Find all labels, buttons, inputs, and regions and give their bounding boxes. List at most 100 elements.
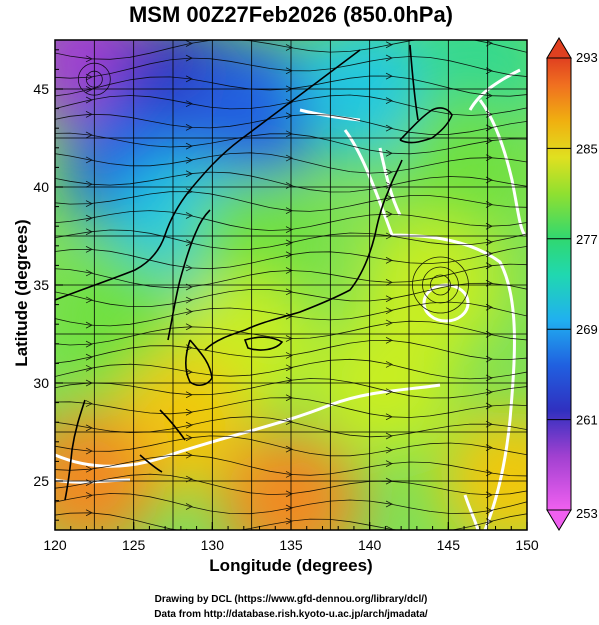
streamline-arrow	[85, 364, 93, 372]
streamline-arrow	[85, 296, 93, 304]
x-tick-label: 150	[515, 537, 539, 553]
streamline	[55, 512, 527, 530]
colorbar-tick-label: 253	[576, 506, 598, 521]
streamline-arrow	[285, 394, 293, 402]
streamline-arrow	[285, 207, 293, 215]
contour-line	[463, 494, 480, 530]
streamline-arrow	[285, 335, 293, 342]
streamline-arrow	[185, 40, 193, 47]
footer-credit: Drawing by DCL (https://www.gfd-dennou.o…	[154, 594, 428, 605]
streamline-arrow	[85, 400, 93, 407]
streamline-arrow	[85, 55, 93, 63]
colorbar-tick-label: 261	[576, 413, 598, 428]
contour-line	[478, 99, 527, 237]
temperature-blob	[394, 97, 527, 238]
streamline-arrow	[185, 124, 193, 131]
coastline-taiwan	[64, 399, 86, 501]
streamline-arrow	[285, 504, 293, 512]
contour-line	[468, 68, 521, 111]
streamline-arrow	[85, 340, 93, 348]
streamline-arrow	[85, 465, 93, 473]
streamline-arrow	[85, 214, 93, 222]
streamline-arrow	[85, 110, 93, 118]
streamline-arrow	[385, 500, 393, 508]
streamline-arrow	[285, 376, 293, 384]
chart-svg: 120 125 130 135 140 145 150 25 30 35 40 45 293 285 27…	[33, 37, 598, 553]
colorbar-tick-label: 285	[576, 141, 598, 156]
streamline-arrow	[185, 264, 193, 272]
streamline-arrow	[385, 460, 393, 467]
streamline-arrow	[185, 75, 193, 83]
streamline-arrow	[385, 337, 393, 344]
streamline-arrow	[85, 200, 93, 207]
streamline-arrow	[85, 228, 93, 236]
streamline	[55, 435, 527, 457]
streamline-arrow	[185, 142, 193, 150]
streamline-arrow	[385, 307, 393, 315]
streamline	[55, 397, 527, 418]
streamline-arrow	[285, 490, 293, 498]
streamline-arrow	[285, 352, 293, 359]
streamline-arrow	[285, 154, 293, 162]
temperature-blob	[55, 411, 157, 530]
streamline-arrow	[385, 194, 393, 202]
grid-lines	[55, 40, 527, 530]
streamline-arrow	[285, 312, 293, 320]
contour-line	[55, 383, 441, 468]
coastline-ryukyu	[139, 409, 186, 473]
streamline-arrow	[85, 131, 93, 139]
streamline-arrow	[185, 308, 193, 315]
streamline-arrow	[85, 180, 93, 188]
streamline-arrow	[185, 296, 193, 304]
streamline-arrow	[285, 445, 293, 453]
streamline-arrow	[385, 319, 393, 327]
streamline-arrow	[185, 54, 193, 62]
streamline-arrow	[185, 451, 193, 459]
streamline-arrow	[285, 267, 293, 274]
colorbar-body	[546, 57, 572, 511]
streamline-arrow	[85, 479, 93, 486]
streamline-arrow	[185, 100, 193, 108]
x-tick-label: 135	[279, 537, 303, 553]
streamline	[55, 282, 527, 307]
streamline-arrow	[85, 447, 93, 455]
streamline	[55, 171, 527, 193]
streamline-arrow	[85, 73, 93, 81]
streamline-arrow	[185, 503, 193, 510]
contour-line	[343, 129, 516, 530]
streamline	[55, 473, 527, 496]
streamline	[55, 152, 527, 174]
streamline-arrow	[185, 434, 193, 442]
streamline	[55, 56, 527, 79]
streamline-arrow	[385, 256, 393, 264]
colorbar-bottom-triangle	[546, 509, 572, 531]
streamline-arrow	[385, 361, 393, 368]
streamline-arrow	[385, 182, 393, 189]
streamline-arrow	[85, 492, 93, 499]
streamline-arrow	[285, 67, 293, 75]
coastline-japan	[204, 159, 403, 351]
chart-title: MSM 00Z27Feb2026 (850.0hPa)	[128, 2, 454, 27]
streamline-arrow	[285, 44, 293, 51]
streamline-arrow	[85, 245, 93, 253]
coastline-kyushu	[185, 339, 213, 387]
x-tick-label: 140	[358, 537, 382, 553]
y-tick-label: 45	[33, 81, 49, 97]
axes: 120 125 130 135 140 145 150 25 30 35 40 45	[33, 49, 539, 553]
streamline-arrow	[285, 517, 293, 525]
streamline-arrow	[185, 156, 193, 164]
streamline-arrow	[285, 251, 293, 259]
streamline	[55, 339, 527, 364]
streamline-arrow	[85, 156, 93, 164]
streamline-arrow	[385, 446, 393, 454]
streamline-arrow	[285, 130, 293, 138]
streamline-arrow	[385, 124, 393, 132]
y-tick-label: 25	[33, 473, 49, 489]
coastlines	[55, 44, 453, 501]
colorbar-tick-label: 269	[576, 322, 598, 337]
streamline-arrow	[185, 408, 193, 416]
streamlines	[55, 40, 527, 530]
coastline-shikoku	[243, 336, 284, 351]
footer-source: Data from http://database.rish.kyoto-u.a…	[154, 609, 428, 620]
y-tick-label: 30	[33, 375, 49, 391]
